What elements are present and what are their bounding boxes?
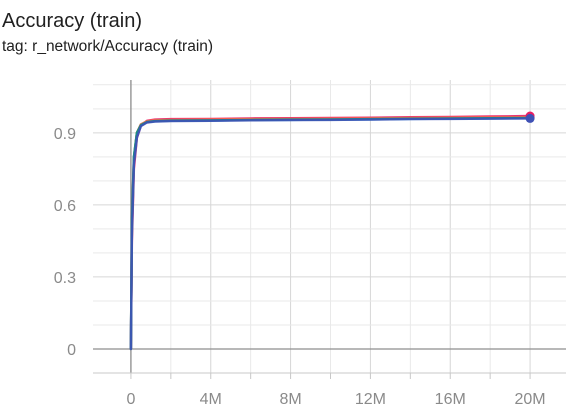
x-tick-label: 8M: [279, 391, 301, 408]
chart-tag-subtitle: tag: r_network/Accuracy (train): [2, 38, 214, 55]
x-tick-label: 0: [126, 391, 135, 408]
x-tick-label: 12M: [355, 391, 386, 408]
chart-title: Accuracy (train): [2, 10, 143, 32]
y-tick-label: 0: [67, 342, 76, 359]
series-end-marker-5: [525, 113, 535, 123]
x-tick-label: 20M: [515, 391, 546, 408]
grid-layer: [93, 80, 566, 374]
x-tick-label: 16M: [435, 391, 466, 408]
y-tick-label: 0.9: [54, 126, 76, 143]
y-tick-label: 0.3: [54, 270, 76, 287]
axis-layer: [93, 80, 566, 379]
y-tick-label: 0.6: [54, 198, 76, 215]
x-tick-label: 4M: [200, 391, 222, 408]
series-layer: [129, 114, 532, 351]
end-marker-layer: [525, 111, 535, 123]
tick-label-layer: 0 4M 8M 12M 16M 20M 0 0.3 0.6 0.9: [54, 126, 546, 408]
series-line-5: [129, 117, 532, 351]
